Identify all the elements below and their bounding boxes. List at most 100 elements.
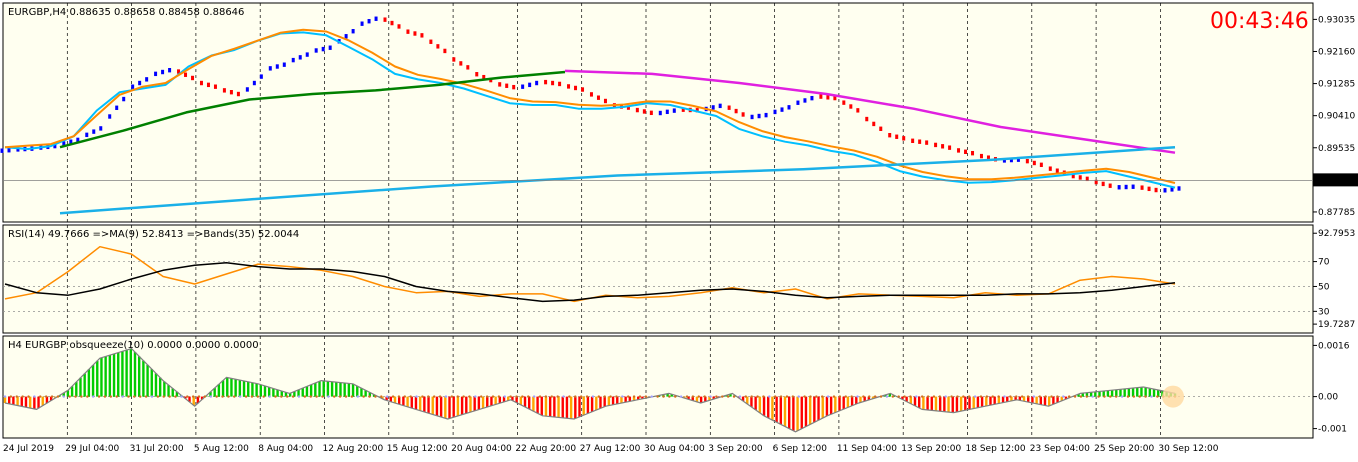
x-tick-label: 22 Aug 20:00 (515, 444, 576, 454)
squeeze-dot (721, 395, 724, 398)
squeeze-dot (1115, 395, 1118, 398)
squeeze-dot (127, 395, 130, 398)
squeeze-dot (591, 395, 595, 398)
squeeze-dot (1015, 395, 1018, 398)
squeeze-dot (985, 395, 989, 398)
squeeze-dot (521, 395, 524, 398)
rsi-tick-label: 70 (1318, 258, 1330, 268)
squeeze-dot (444, 395, 448, 398)
price-tick-label: 0.93035 (1318, 15, 1355, 25)
squeeze-dot (862, 395, 865, 398)
squeeze-dot (991, 395, 994, 398)
squeeze-dot (644, 395, 648, 398)
squeeze-dot (850, 395, 853, 398)
rsi-tick-label: 30 (1318, 307, 1330, 317)
squeeze-dot (779, 395, 783, 398)
x-tick-label: 15 Aug 12:00 (387, 444, 448, 454)
squeeze-dot (621, 395, 624, 398)
rsi-tick-label: 19.7287 (1318, 320, 1355, 330)
x-tick-label: 25 Sep 20:00 (1094, 444, 1154, 454)
squeeze-dot (803, 395, 806, 398)
squeeze-dot (1009, 395, 1012, 398)
squeeze-dot (1032, 395, 1036, 398)
squeeze-dot (897, 395, 900, 398)
squeeze-dot (538, 395, 542, 398)
squeeze-dot (879, 395, 883, 398)
squeeze-dot (274, 395, 277, 398)
squeeze-dot (91, 395, 95, 398)
squeeze-dot (9, 395, 13, 398)
squeeze-dot (662, 395, 665, 398)
osc-tick-label: -0.001 (1318, 425, 1347, 435)
main-price-panel[interactable] (2, 2, 1314, 223)
symbol-title: EURGBP,H4 0.88635 0.88658 0.88458 0.8864… (8, 7, 244, 18)
squeeze-dot (868, 395, 871, 398)
squeeze-dot (362, 395, 365, 398)
squeeze-dot (21, 395, 24, 398)
rsi-tick-label: 50 (1318, 282, 1330, 292)
rsi-panel[interactable] (2, 224, 1314, 334)
squeeze-dot (1156, 395, 1159, 398)
price-tick-label: 0.87785 (1318, 208, 1355, 218)
squeeze-dot (838, 395, 842, 398)
squeeze-dot (427, 395, 430, 398)
squeeze-dot (280, 395, 283, 398)
squeeze-dot (832, 395, 836, 398)
squeeze-dot (756, 395, 759, 398)
x-tick-label: 24 Jul 2019 (3, 444, 54, 454)
squeeze-dot (350, 395, 354, 398)
squeeze-dot (180, 395, 183, 398)
squeeze-dot (821, 395, 824, 398)
squeeze-dot (62, 395, 65, 398)
ma-green-line (59, 70, 566, 149)
squeeze-dot (303, 395, 307, 398)
squeeze-dot (1132, 395, 1136, 398)
squeeze-dot (221, 395, 224, 398)
squeeze-dot (162, 395, 165, 398)
squeeze-dot (544, 395, 548, 398)
squeeze-dot (1097, 395, 1100, 398)
squeeze-dot (1038, 395, 1041, 398)
squeeze-dot (291, 395, 295, 398)
price-tick-label: 0.89535 (1318, 144, 1355, 154)
squeeze-dot (791, 395, 795, 398)
price-axis: 0.93035 0.92160 0.91285 0.90410 0.89535 0.886… (3, 15, 1358, 435)
x-tick-label: 30 Sep 12:00 (1158, 444, 1218, 454)
squeeze-dot (609, 395, 612, 398)
oscillator-panel[interactable] (2, 335, 1314, 439)
squeeze-dot (15, 395, 18, 398)
squeeze-dot (674, 395, 677, 398)
squeeze-dot (1050, 395, 1053, 398)
squeeze-dot (885, 395, 889, 398)
squeeze-dot (762, 395, 765, 398)
squeeze-dot (709, 395, 712, 398)
squeeze-dot (715, 395, 718, 398)
squeeze-dot (615, 395, 618, 398)
squeeze-dot (227, 395, 230, 398)
osc-envelope-line (4, 348, 1176, 433)
squeeze-dot (920, 395, 924, 398)
squeeze-dot (844, 395, 847, 398)
x-tick-label: 27 Aug 12:00 (580, 444, 641, 454)
ma-fast-line (4, 31, 1176, 189)
squeeze-dot (474, 395, 477, 398)
x-tick-label: 8 Aug 04:00 (258, 444, 313, 454)
price-bars (0, 16, 1181, 215)
squeeze-dot (39, 395, 42, 398)
squeeze-dot (1103, 395, 1106, 398)
squeeze-dot (121, 395, 124, 398)
squeeze-dot (826, 395, 830, 398)
squeeze-dot (926, 395, 930, 398)
squeeze-dot (750, 395, 753, 398)
squeeze-dot (938, 395, 942, 398)
squeeze-dot (785, 395, 789, 398)
squeeze-dot (726, 395, 730, 398)
squeeze-dot (468, 395, 471, 398)
squeeze-dot (168, 395, 171, 398)
squeeze-dot (344, 395, 348, 398)
squeeze-dot (139, 395, 142, 398)
squeeze-dot (697, 395, 700, 398)
squeeze-highlight (1162, 385, 1184, 408)
